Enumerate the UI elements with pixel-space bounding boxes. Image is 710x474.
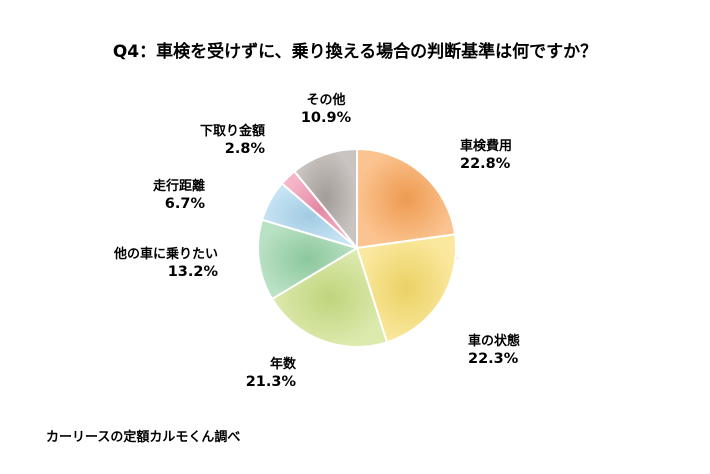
slice-value-label: 6.7% (165, 196, 206, 212)
source-note: カーリースの定額カルモくん調べ (46, 429, 240, 445)
slice-value-label: 10.9% (301, 110, 352, 126)
slice-label: 車の状態 (468, 333, 520, 349)
chart-title: Q4：車検を受けずに、乗り換える場合の判断基準は何ですか？ (113, 41, 597, 62)
slice-label: その他 (306, 92, 345, 108)
slice-value-label: 13.2% (168, 264, 219, 280)
slice-value-label: 21.3% (246, 374, 297, 390)
pie-slice (257, 218, 360, 301)
slice-label: 走行距離 (153, 178, 205, 194)
pie-slice (270, 246, 389, 348)
pie-slices (257, 147, 457, 348)
slice-label: 年数 (270, 356, 297, 372)
slice-value-label: 22.3% (468, 351, 519, 367)
slice-label: 車検費用 (460, 138, 512, 154)
pie-slice (355, 233, 457, 344)
slice-value-label: 22.8% (460, 156, 511, 172)
slice-label: 下取り金額 (200, 123, 265, 139)
pie-slice (292, 147, 358, 251)
pie-slice (356, 147, 457, 250)
slice-value-label: 2.8% (225, 141, 266, 157)
slice-label: 他の車に乗りたい (113, 246, 218, 262)
pie-labels: 車検費用 22.8% 車の状態 22.3% 年数 21.3% 他の車に乗りたい 13.2% 走行… (113, 92, 520, 390)
